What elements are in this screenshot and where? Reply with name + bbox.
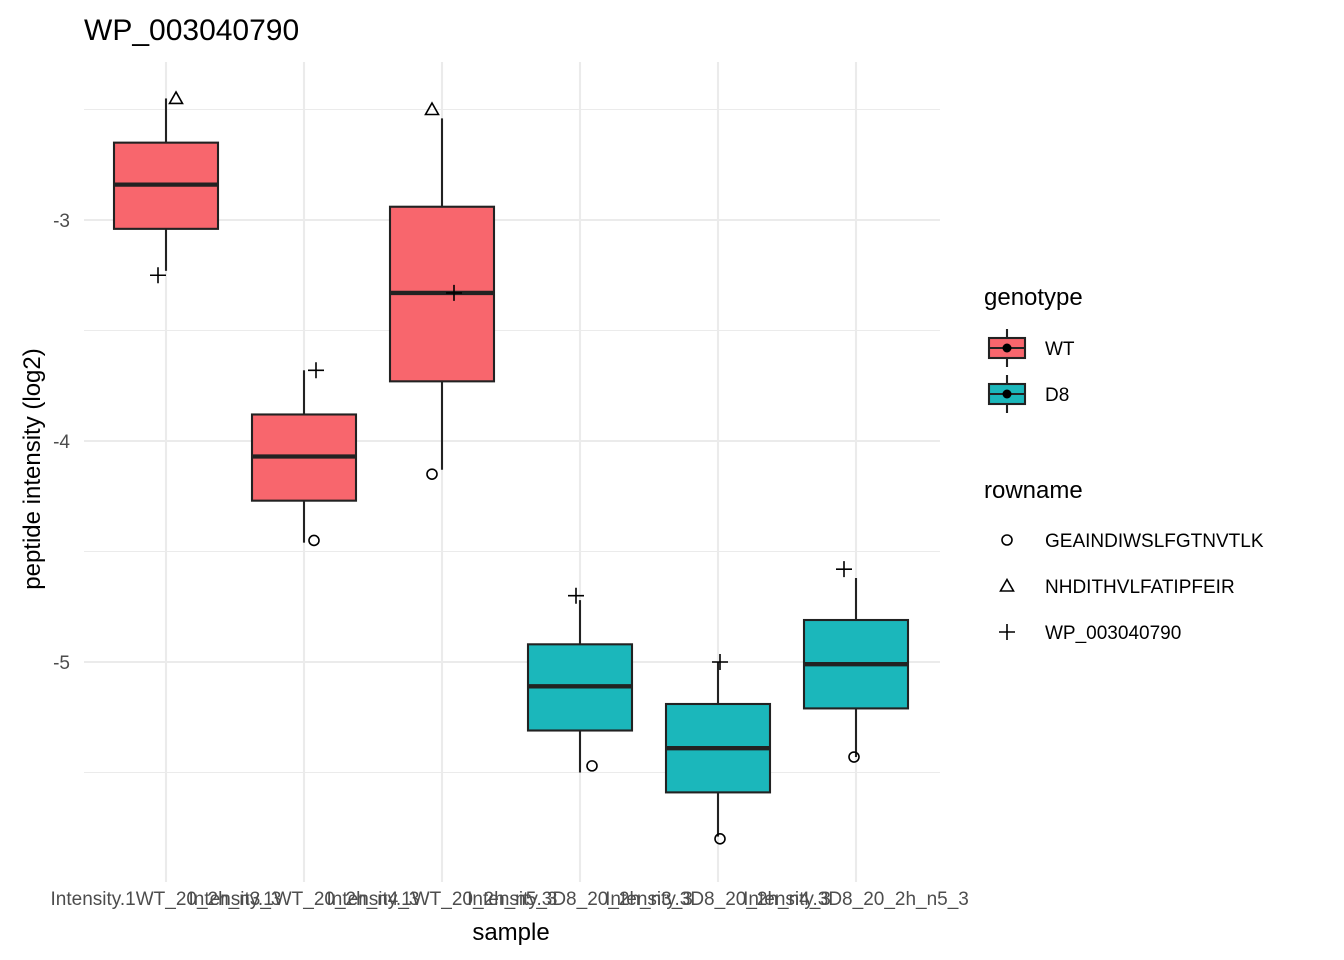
data-point: [714, 832, 726, 845]
x-axis-ticks: Intensity.1WT_20_2h_n3_3Intensity.1WT_20…: [51, 889, 969, 910]
legend-label: NHDITHVLFATIPFEIR: [1045, 577, 1235, 598]
legend-label: WP_003040790: [1045, 623, 1181, 644]
box-d8: [664, 662, 772, 837]
x-tick-label: Intensity.3D8_20_2h_n3_3: [467, 889, 693, 910]
box-wt: [112, 98, 220, 271]
legend-label: D8: [1045, 385, 1069, 406]
data-point: [586, 760, 598, 772]
data-point: [426, 468, 438, 480]
x-tick-label: Intensity.3D8_20_2h_n5_3: [743, 889, 969, 910]
box-d8: [802, 578, 910, 758]
legend-dot: [1002, 343, 1012, 353]
x-tick-label: Intensity.1WT_20_2h_n3_3: [51, 889, 282, 910]
data-point: [424, 101, 440, 116]
legend-label: WT: [1045, 339, 1075, 360]
y-tick-label: -3: [53, 211, 70, 232]
legend-key-d8: D8: [987, 375, 1069, 413]
legend-dot: [1002, 389, 1012, 399]
data-point: [446, 284, 462, 301]
y-axis-title: peptide intensity (log2): [19, 348, 46, 589]
chart-title: WP_003040790: [84, 14, 299, 47]
legend-title-genotype: genotype: [984, 284, 1083, 311]
legend: genotype rowname WT D8 GEAINDIWSLFGTNVTLK N…: [984, 284, 1264, 644]
legend-shape-plus: [999, 624, 1015, 640]
x-axis-title: sample: [472, 919, 549, 946]
y-tick-label: -4: [53, 432, 70, 453]
boxes: [112, 98, 910, 837]
data-point: [150, 267, 166, 284]
legend-key-wt: WT: [987, 329, 1075, 367]
data-point: [308, 534, 320, 547]
x-tick-label: Intensity.1WT_20_2h_n5_3: [327, 889, 558, 910]
box-wt: [250, 370, 358, 543]
y-axis-ticks: -3 -4 -5: [53, 211, 70, 674]
legend-shape-triangle: [999, 577, 1015, 592]
legend-label: GEAINDIWSLFGTNVTLK: [1045, 531, 1264, 552]
legend-shape-circle: [1001, 534, 1013, 546]
data-point: [568, 587, 584, 604]
data-point: [848, 751, 860, 763]
data-point: [168, 90, 184, 105]
box-d8: [526, 600, 634, 773]
legend-title-rowname: rowname: [984, 477, 1083, 504]
data-point: [712, 654, 728, 670]
data-point: [308, 362, 324, 379]
x-tick-label: Intensity.1WT_20_2h_n4_3: [189, 889, 420, 910]
data-point: [836, 561, 852, 578]
points: [150, 90, 860, 845]
box-wt: [388, 118, 496, 470]
y-tick-label: -5: [53, 653, 70, 674]
x-tick-label: Intensity.3D8_20_2h_n4_3: [605, 889, 831, 910]
